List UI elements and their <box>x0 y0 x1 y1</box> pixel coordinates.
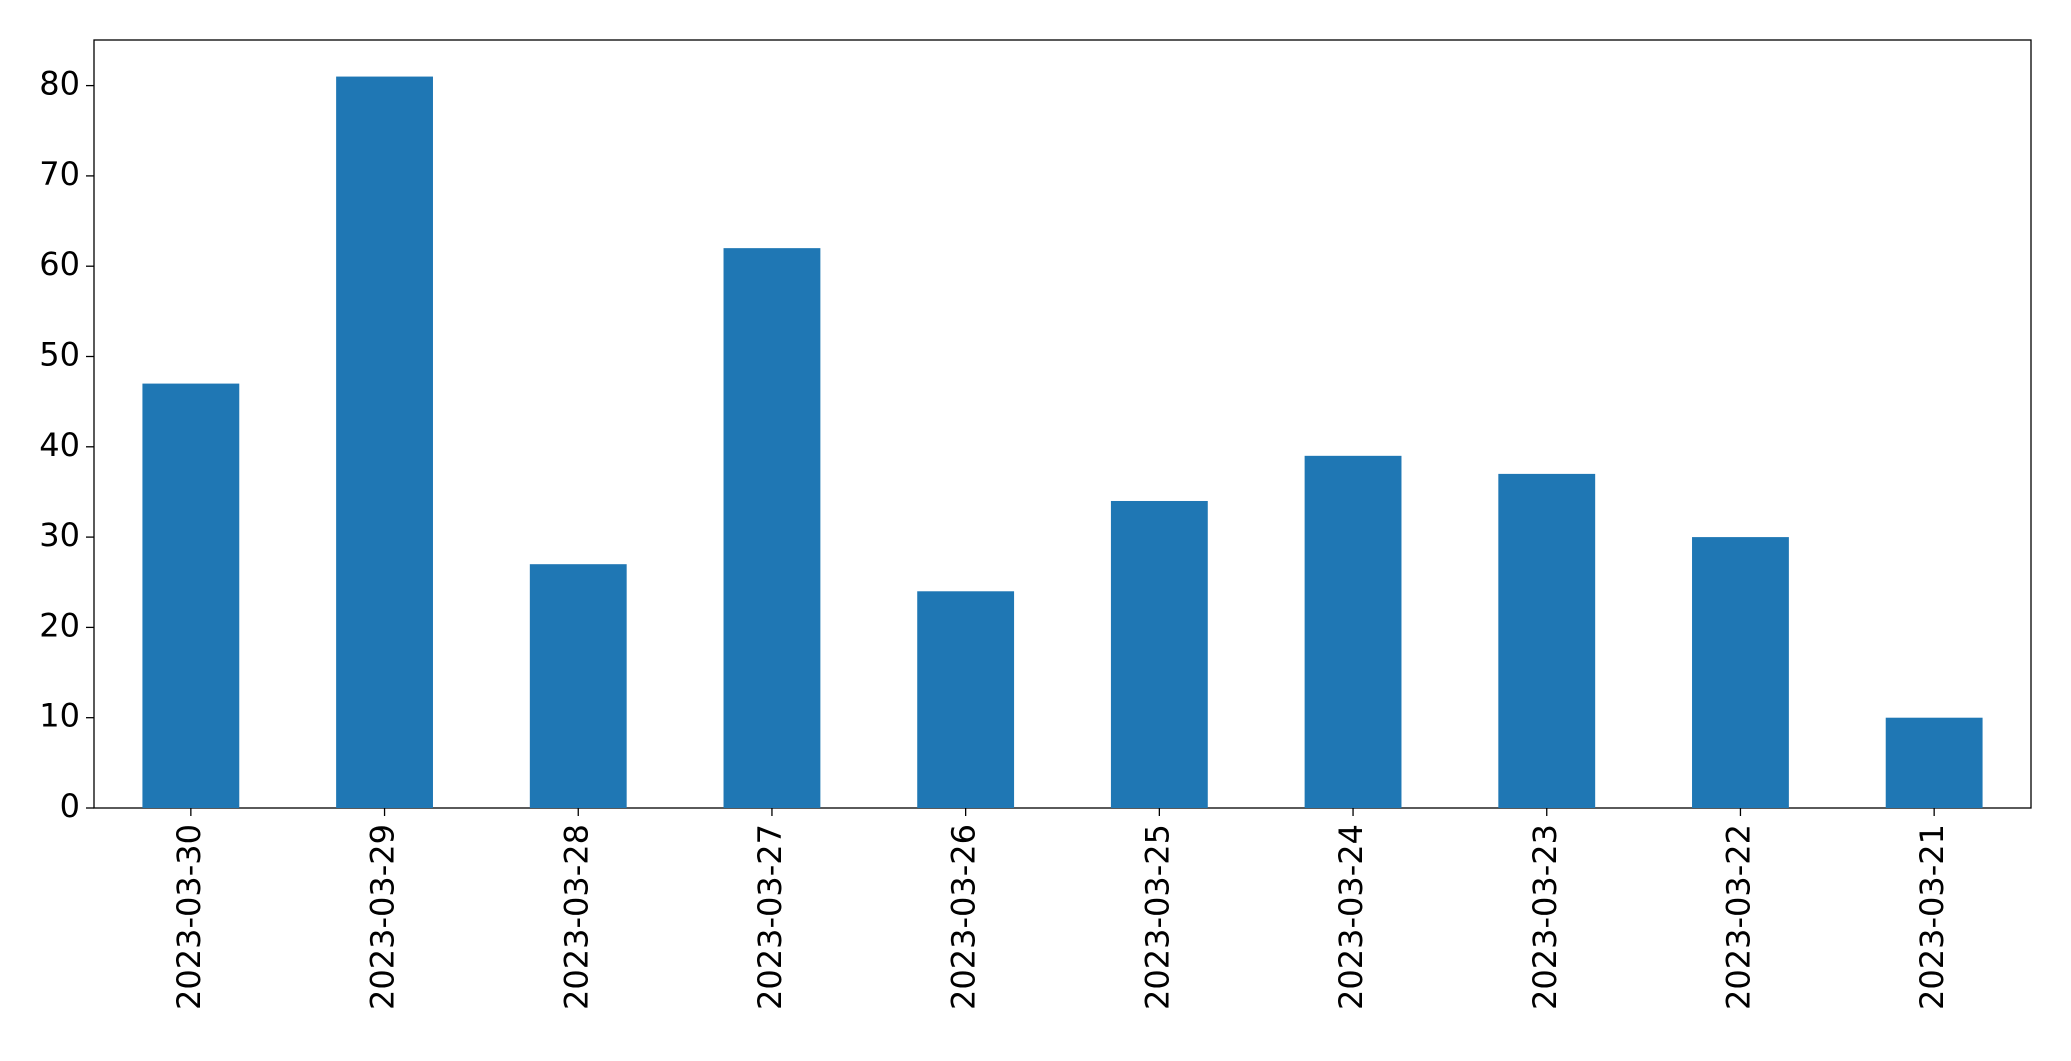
bar <box>1304 455 1402 808</box>
plot-frame <box>93 39 2032 809</box>
bar <box>1498 473 1596 808</box>
bar <box>723 248 821 808</box>
x-tick-label: 2023-03-22 <box>1719 824 1757 1010</box>
y-tick-label: 0 <box>60 787 80 825</box>
y-tick-label: 20 <box>39 606 80 644</box>
bar <box>1110 500 1208 808</box>
x-tick-label: 2023-03-30 <box>170 824 208 1010</box>
x-tick-label: 2023-03-29 <box>364 824 402 1010</box>
y-tick-label: 80 <box>39 65 80 103</box>
y-tick-label: 60 <box>39 245 80 283</box>
x-tick-label: 2023-03-21 <box>1913 824 1951 1010</box>
x-tick-label: 2023-03-27 <box>751 824 789 1010</box>
bar <box>1885 717 1983 808</box>
bar <box>1692 537 1789 808</box>
x-tick-label: 2023-03-23 <box>1526 824 1564 1010</box>
x-tick-label: 2023-03-25 <box>1138 824 1176 1010</box>
bar <box>917 591 1015 808</box>
y-tick-label: 10 <box>39 697 80 735</box>
bar <box>529 564 627 808</box>
y-tick-label: 70 <box>39 155 80 193</box>
y-tick-label: 30 <box>39 516 80 554</box>
y-tick-label: 50 <box>39 336 80 374</box>
x-tick-label: 2023-03-24 <box>1332 824 1370 1010</box>
bar <box>336 76 433 809</box>
x-tick-label: 2023-03-28 <box>557 824 595 1010</box>
x-tick-label: 2023-03-26 <box>945 824 983 1010</box>
y-tick-label: 40 <box>39 426 80 464</box>
bar <box>142 383 240 808</box>
